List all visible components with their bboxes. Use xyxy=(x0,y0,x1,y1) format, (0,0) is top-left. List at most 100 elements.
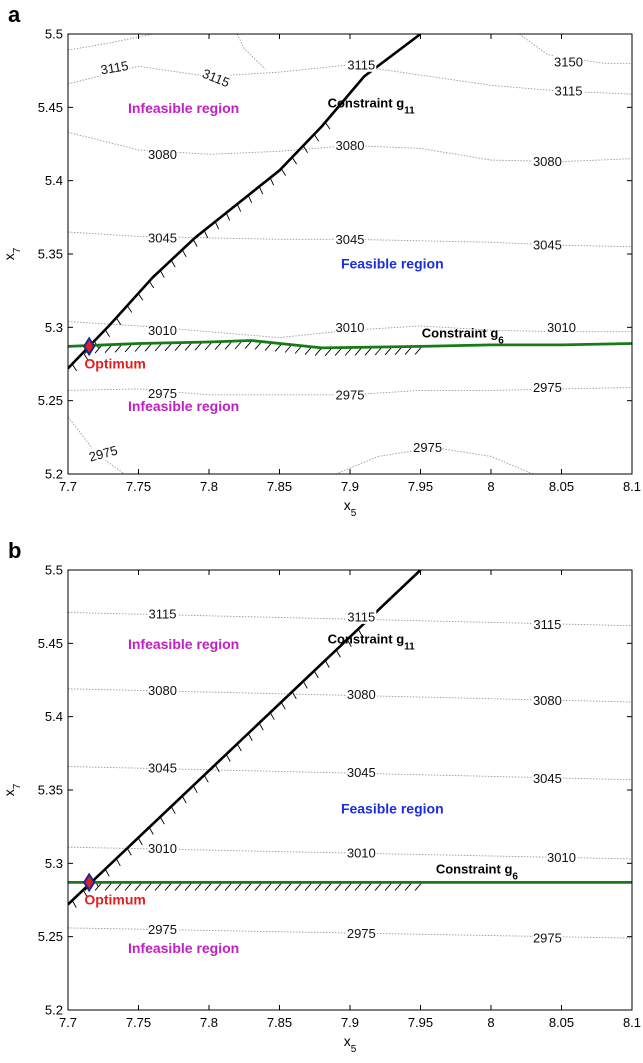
svg-text:3010: 3010 xyxy=(547,850,576,865)
y-tick-label: 5.3 xyxy=(45,320,63,335)
x-tick-label: 7.95 xyxy=(408,479,433,494)
infeasible-region-label: Infeasible region xyxy=(128,100,239,116)
contour-label: 3010 xyxy=(147,840,178,856)
y-tick-label: 5.25 xyxy=(38,393,63,408)
contour-label: 3080 xyxy=(335,137,365,153)
plot-area: 3115 3115 3115 3080 3080 3080 3045 3045 3045 3010… xyxy=(68,570,632,946)
x-axis-label: x5 xyxy=(344,1033,357,1055)
constraint-g6-label: Constraint g6 xyxy=(436,862,519,883)
svg-text:3010: 3010 xyxy=(148,841,177,856)
svg-text:2975: 2975 xyxy=(148,922,177,937)
contour-label: 2975 xyxy=(532,379,563,395)
svg-text:2975: 2975 xyxy=(347,926,376,941)
contour-label: 3080 xyxy=(346,686,377,702)
y-tick-label: 5.2 xyxy=(45,1003,63,1018)
svg-text:3080: 3080 xyxy=(533,693,562,708)
svg-text:3080: 3080 xyxy=(148,147,177,162)
x-tick-label: 8.05 xyxy=(549,1015,574,1030)
optimum-marker xyxy=(82,872,96,893)
svg-text:3010: 3010 xyxy=(336,320,365,335)
x-tick-label: 7.9 xyxy=(341,479,359,494)
svg-text:3115: 3115 xyxy=(200,66,232,90)
contour-label: 2975 xyxy=(147,385,178,401)
infeasible-region-label: Infeasible region xyxy=(128,398,239,414)
contour-label: 3150 xyxy=(553,53,584,69)
contour-label: 3045 xyxy=(532,237,563,253)
contour-label: 3010 xyxy=(346,845,377,861)
x-tick-label: 7.85 xyxy=(267,1015,292,1030)
svg-text:3045: 3045 xyxy=(336,232,365,247)
contour-label: 2975 xyxy=(532,930,563,946)
chart-panel-a: a 3115 3115 3115 3150 3115 3080 3080 3080 3045 304… xyxy=(1,2,641,519)
svg-text:2975: 2975 xyxy=(533,380,562,395)
x-tick-label: 7.7 xyxy=(59,479,77,494)
contour-label: 3115 xyxy=(199,64,233,90)
contour-label: 3010 xyxy=(546,319,577,335)
contour-label: 2975 xyxy=(147,921,178,937)
x-tick-label: 7.9 xyxy=(341,1015,359,1030)
svg-text:3115: 3115 xyxy=(149,607,177,622)
contour-label: 3115 xyxy=(346,608,377,624)
y-tick-label: 5.3 xyxy=(45,856,63,871)
contour-label: 3010 xyxy=(335,319,365,335)
y-axis-label: x7 xyxy=(1,783,23,796)
optimum-label: Optimum xyxy=(84,355,145,371)
svg-text:3115: 3115 xyxy=(99,58,129,78)
contour-line-3115 xyxy=(236,34,266,70)
contour-label: 3045 xyxy=(335,231,365,247)
constraint-g11-hatch xyxy=(71,122,331,372)
svg-text:2975: 2975 xyxy=(336,387,365,402)
contour-label: 2975 xyxy=(86,441,120,465)
y-tick-label: 5.4 xyxy=(45,709,63,724)
constraint-g11-hatch xyxy=(71,628,363,908)
svg-text:3080: 3080 xyxy=(533,154,562,169)
svg-text:3045: 3045 xyxy=(533,771,562,786)
constraint-g11-label: Constraint g11 xyxy=(328,95,416,116)
y-tick-label: 5.35 xyxy=(38,247,63,262)
contour-line-3115 xyxy=(68,34,153,51)
contour-label: 3080 xyxy=(532,153,563,169)
constraint-g6-hatch xyxy=(84,341,422,357)
svg-text:3150: 3150 xyxy=(554,54,583,69)
contour-label: 3010 xyxy=(147,322,178,338)
svg-text:2975: 2975 xyxy=(413,440,442,455)
constraint-g11-line xyxy=(68,34,422,370)
contour-label: 3080 xyxy=(147,682,178,698)
x-tick-label: 7.85 xyxy=(267,479,292,494)
contour-label: 3115 xyxy=(553,83,584,99)
chart-panel-b: b 3115 3115 3115 3080 3080 3080 3045 3045 3045 301… xyxy=(1,538,641,1055)
contour-label: 2975 xyxy=(346,925,377,941)
optimum-marker xyxy=(82,336,96,357)
feasible-region-label: Feasible region xyxy=(341,801,444,817)
svg-text:3045: 3045 xyxy=(347,765,376,780)
svg-text:3080: 3080 xyxy=(148,683,177,698)
svg-text:2975: 2975 xyxy=(148,386,177,401)
svg-text:2975: 2975 xyxy=(533,931,562,946)
x-tick-label: 7.75 xyxy=(126,1015,151,1030)
x-tick-label: 7.95 xyxy=(408,1015,433,1030)
x-tick-label: 7.75 xyxy=(126,479,151,494)
contour-label: 3045 xyxy=(147,229,178,245)
y-tick-label: 5.25 xyxy=(38,929,63,944)
svg-text:3115: 3115 xyxy=(555,84,583,99)
y-tick-label: 5.5 xyxy=(45,563,63,578)
x-tick-label: 8.1 xyxy=(623,1015,641,1030)
svg-text:3045: 3045 xyxy=(533,238,562,253)
y-axis-label: x7 xyxy=(1,247,23,260)
contour-label: 3045 xyxy=(346,764,377,780)
svg-text:3080: 3080 xyxy=(336,138,365,153)
constraint-g6-hatch xyxy=(84,883,422,891)
y-tick-label: 5.35 xyxy=(38,783,63,798)
contour-label: 3115 xyxy=(532,616,563,632)
svg-text:3010: 3010 xyxy=(347,846,376,861)
contour-label: 3115 xyxy=(98,57,131,78)
constraint-g6-label: Constraint g6 xyxy=(422,326,505,347)
optimum-label: Optimum xyxy=(84,891,145,907)
y-tick-label: 5.4 xyxy=(45,173,63,188)
feasible-region-label: Feasible region xyxy=(341,256,444,272)
svg-text:3045: 3045 xyxy=(148,761,177,776)
panel-label: b xyxy=(8,538,21,563)
svg-text:2975: 2975 xyxy=(87,443,119,465)
constraint-g11-line xyxy=(68,570,422,906)
